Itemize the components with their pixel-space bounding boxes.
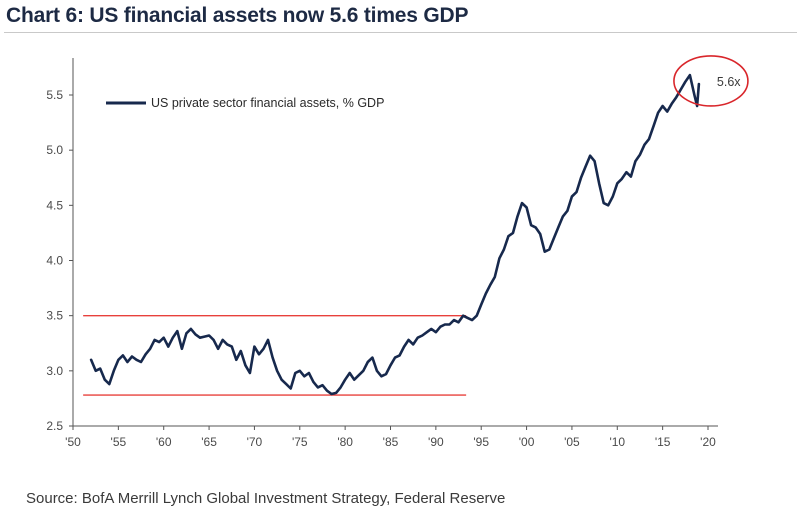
y-tick-label: 4.0: [46, 254, 63, 268]
x-tick-label: '80: [337, 435, 353, 449]
x-tick-label: '85: [383, 435, 399, 449]
series-group: [89, 73, 701, 396]
x-tick-label: '60: [156, 435, 172, 449]
annotation-circle: [673, 55, 749, 107]
x-tick-label: '75: [292, 435, 308, 449]
legend: US private sector financial assets, % GD…: [106, 96, 384, 110]
x-tick-label: '50: [65, 435, 81, 449]
axes: 2.5 3.0 3.5 4.0 4.5 5.0 5.5 '50 '55 '60 '65 '70 '75 '…: [46, 58, 718, 449]
x-tick-label: '20: [700, 435, 716, 449]
x-tick-label: '00: [519, 435, 535, 449]
y-tick-label: 3.5: [46, 309, 63, 323]
annotation-label: 5.6x: [717, 75, 741, 89]
y-tick-label: 4.5: [46, 198, 63, 212]
x-tick-label: '90: [428, 435, 444, 449]
y-tick-label: 5.5: [46, 88, 63, 102]
y-tick-label: 5.0: [46, 143, 63, 157]
source-note: Source: BofA Merrill Lynch Global Invest…: [26, 490, 506, 507]
series-line: [89, 73, 701, 396]
annotations: 5.6x: [673, 55, 749, 107]
x-tick-label: '55: [111, 435, 127, 449]
x-tick-label: '05: [564, 435, 580, 449]
y-tick-label: 2.5: [46, 419, 63, 433]
chart-title: Chart 6: US financial assets now 5.6 tim…: [6, 4, 469, 27]
reference-lines: [83, 314, 467, 396]
x-tick-label: '65: [201, 435, 217, 449]
x-tick-label: '10: [609, 435, 625, 449]
x-tick-label: '95: [473, 435, 489, 449]
title-divider: [4, 32, 797, 33]
legend-label: US private sector financial assets, % GD…: [151, 96, 384, 110]
x-tick-label: '15: [655, 435, 671, 449]
x-tick-label: '70: [247, 435, 263, 449]
y-tick-label: 3.0: [46, 364, 63, 378]
